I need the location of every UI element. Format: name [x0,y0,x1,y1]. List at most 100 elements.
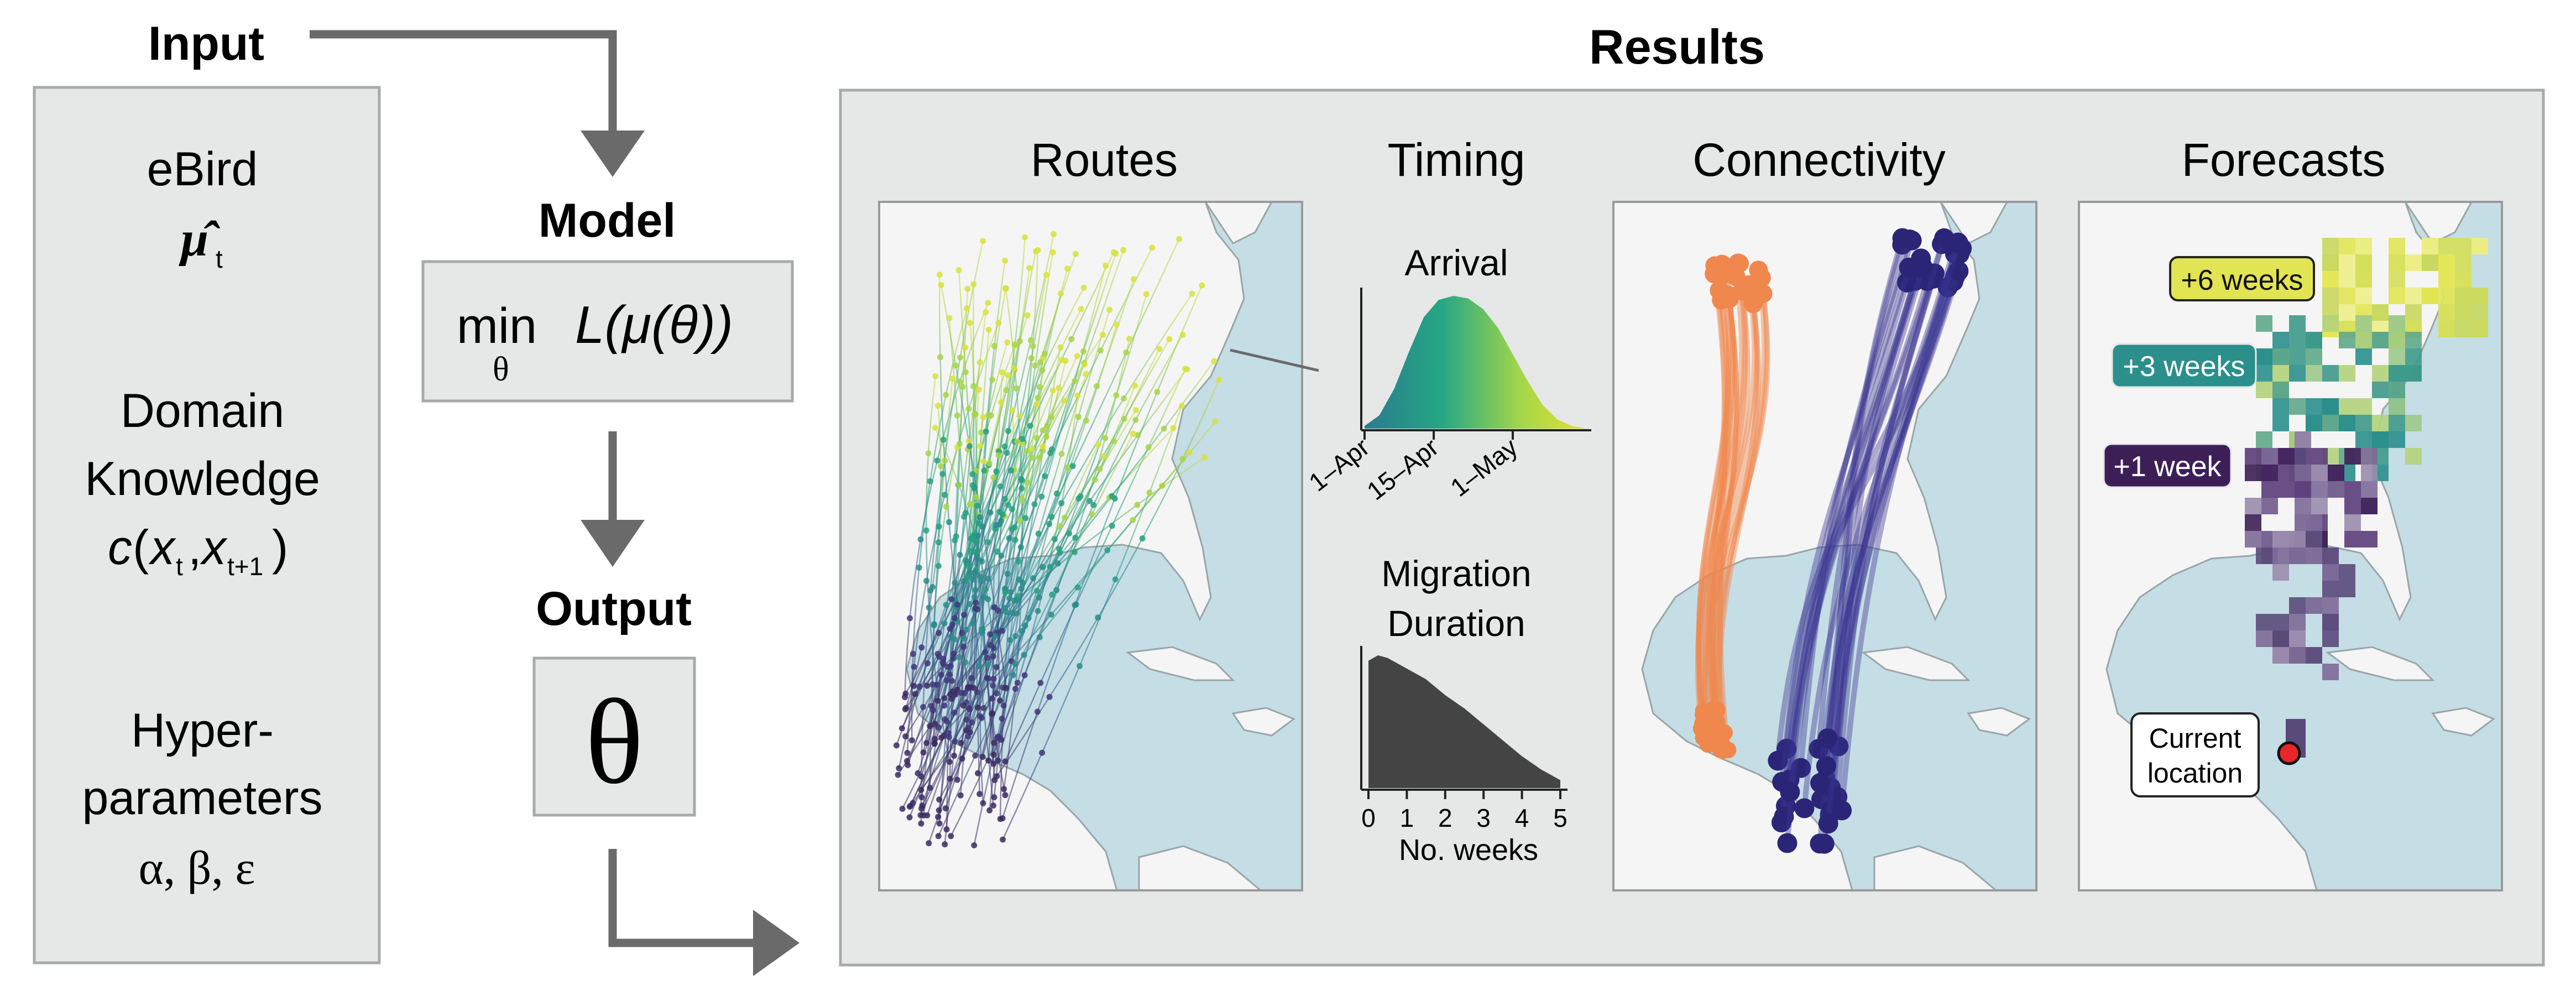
route-point [941,620,948,627]
route-point [926,604,932,611]
fore-cuba [2326,646,2435,681]
forecast-cell [2344,531,2361,547]
cost-sub1: t [176,552,183,581]
forecast-cell [2322,254,2339,271]
navy-route [1823,270,1962,766]
route-point [985,326,992,333]
forecast-cell [2455,288,2472,304]
route-point [1112,250,1119,257]
route-point [950,655,957,661]
route-point [952,537,958,544]
current-location-box [2130,712,2260,797]
forecast-cell [2405,332,2422,348]
route-point [1036,455,1043,461]
route-point [968,548,975,555]
route-point [1009,407,1016,414]
route-point [940,660,947,667]
duration-tick-label: 4 [1515,804,1529,832]
route-point [943,677,950,684]
route-point [1039,564,1046,570]
forecast-cell [2322,630,2339,647]
route-point [941,702,948,709]
forecast-cell [2422,288,2438,304]
route-point [1048,514,1055,520]
forecast-cell [2289,647,2306,664]
forecast-cell [2289,614,2306,630]
route-point [950,650,957,657]
route-point [987,631,994,638]
route-point [959,629,965,636]
cost-sub2: t+1 [227,552,263,581]
route-point [990,474,997,481]
route-point [946,759,953,765]
route-point [1037,359,1043,366]
route-point [938,281,944,288]
route-line [1002,405,1183,840]
forecast-cell [2278,448,2295,465]
orange-route [1702,285,1760,731]
forecast-cell [2339,254,2355,271]
route-point [1109,523,1115,529]
route-point [976,514,983,520]
route-point [1170,425,1177,431]
route-point [969,471,976,477]
route-point [947,625,953,632]
route-point [960,644,967,650]
forecast-cell [2389,254,2405,271]
navy-route [1786,267,1921,780]
route-dots [893,231,1222,848]
route-point [1003,685,1010,691]
navy-endpoint [1948,233,1969,254]
route-point [1130,276,1137,283]
connectivity-orange-routes [1692,253,1773,759]
route-point [960,578,967,585]
forecast-cell [2306,332,2322,348]
route-point [995,320,1002,326]
route-point [1012,686,1018,692]
forecast-cell [2355,288,2372,304]
route-point [1075,495,1082,502]
forecast-cell [2339,415,2355,431]
forecast-cell [2322,564,2339,581]
forecast-cell [2261,465,2278,481]
forecast-cell [2405,288,2422,304]
current-location-line1: Current [2149,723,2241,754]
route-point [993,664,1000,670]
route-point [1034,401,1041,408]
connectivity-navy-routes [1768,228,1972,854]
forecast-cell [2472,321,2488,337]
navy-start [1780,781,1800,802]
forecast-cell [2372,332,2389,348]
route-point [1014,438,1021,445]
route-point [1056,545,1063,552]
orange-endpoint [1752,268,1771,288]
route-point [966,443,973,450]
route-point [923,527,929,534]
route-point [954,601,960,608]
routes-land-ne [1204,202,1273,244]
route-point [1176,236,1183,242]
route-point [943,392,949,398]
duration-tick-label: 1 [1400,804,1414,832]
forecast-cell [2355,348,2372,365]
route-point [919,802,926,809]
route-point [1003,609,1010,616]
forecast-cell [2256,365,2272,382]
route-point [911,664,917,670]
route-point [956,441,963,447]
forecast-cell [2289,315,2306,332]
route-point [1068,336,1075,342]
forecast-cell [2438,254,2455,271]
route-point [999,512,1006,518]
route-point [918,820,924,827]
route-line [1002,285,1203,818]
cost-c: c [108,520,132,575]
route-point [1002,257,1009,264]
route-point [955,654,962,660]
route-point [978,429,985,436]
forecast-cell [2272,398,2289,415]
cost-comma: , [188,520,201,575]
route-point [1072,534,1079,541]
route-point [1056,385,1062,392]
duration-density [1368,655,1560,788]
